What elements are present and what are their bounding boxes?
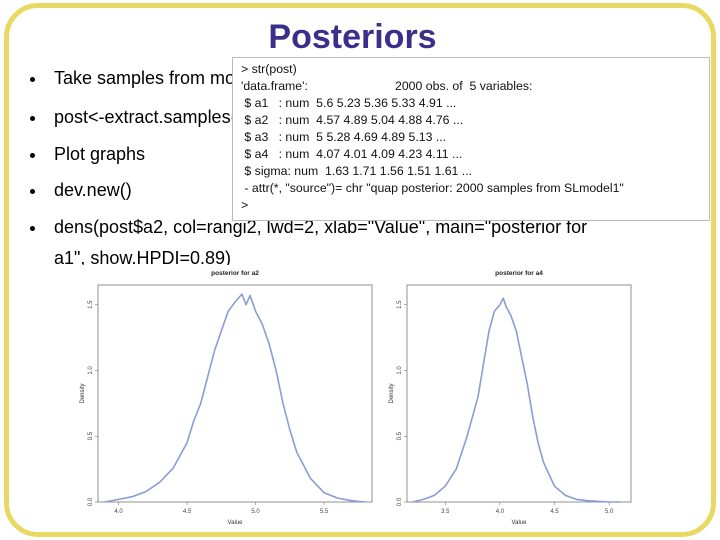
y-tick-label: 1.5 [88,300,94,309]
plot-title: posterior for a4 [495,270,543,277]
x-tick-label: 3.5 [441,509,450,515]
x-axis-label: Value [228,520,244,526]
plot-frame [406,284,632,503]
plot-title: posterior for a2 [211,270,259,277]
density-plot-a4-svg: posterior for a4 3.5 4.0 4.5 5.0 0.0 0.5 1.0 1.5… [389,270,632,526]
y-tick-label: 0.0 [397,497,403,506]
console-prompt-end: > [241,198,249,212]
x-tick-label: 5.0 [605,509,614,515]
bullet-dot [30,77,35,82]
y-tick-label: 0.5 [88,431,94,440]
bullet-text: Take samples from model [54,68,260,88]
x-tick-label: 4.5 [550,509,559,515]
bullet-dot [30,189,35,194]
bullet-text: dev.new() [54,180,132,200]
console-line-sigma: $ sigma: num 1.63 1.71 1.56 1.51 1.61 ..… [241,164,473,178]
x-axis-label: Value [512,520,528,526]
x-tick-label: 4.0 [496,509,505,515]
console-line-a4: $ a4 : num 4.07 4.01 4.09 4.23 4.11 ... [241,147,463,161]
y-tick-label: 1.5 [397,300,403,309]
density-line-a4 [412,297,621,503]
y-tick-label: 0.0 [88,497,94,506]
console-line-a3: $ a3 : num 5 5.28 4.69 4.89 5.13 ... [241,130,447,144]
slide-title: Posteriors [268,18,437,56]
density-line-a2 [104,293,366,503]
bullet-dot [30,226,35,231]
y-tick-label: 1.0 [397,366,403,375]
bullet-text: dens(post$a2, col=rangi2, lwd=2, xlab="V… [54,217,588,237]
y-tick-label: 1.0 [88,366,94,375]
density-plot-a2-svg: posterior for a2 4.0 4.5 5.0 5.5 0.0 0.5 1.0 1.5… [80,270,373,526]
console-line-attr: - attr(*, "source")= chr "quap posterior… [241,181,624,195]
bullet-dot [30,116,35,121]
console-line-a1: $ a1 : num 5.6 5.23 5.36 5.33 4.91 ... [241,96,457,110]
console-prompt-command: > str(post) [241,62,297,76]
console-line-df-dims: 2000 obs. of 5 variables: [395,79,533,93]
y-axis-label: Density [389,383,395,403]
console-line-a2: $ a2 : num 4.57 4.89 5.04 4.88 4.76 ... [241,113,464,127]
x-tick-label: 5.0 [251,509,260,515]
bullet-dot [30,153,35,158]
bullet-text: a1", show.HPDI=0.89) [54,248,231,268]
x-tick-label: 5.5 [320,509,329,515]
console-line-df-type: 'data.frame': [241,79,308,93]
y-tick-label: 0.5 [397,431,403,440]
bullet-text: Plot graphs [54,144,146,164]
y-axis-label: Density [80,383,86,403]
plot-frame [97,284,373,503]
density-plot-a4: posterior for a4 3.5 4.0 4.5 5.0 0.0 0.5 1.0 1.5… [385,265,635,530]
density-plot-a2: posterior for a2 4.0 4.5 5.0 5.5 0.0 0.5 1.0 1.5… [76,265,376,530]
r-console-output: > str(post) 'data.frame': 2000 obs. of 5… [232,57,710,221]
x-tick-label: 4.5 [183,509,192,515]
x-tick-label: 4.0 [114,509,123,515]
